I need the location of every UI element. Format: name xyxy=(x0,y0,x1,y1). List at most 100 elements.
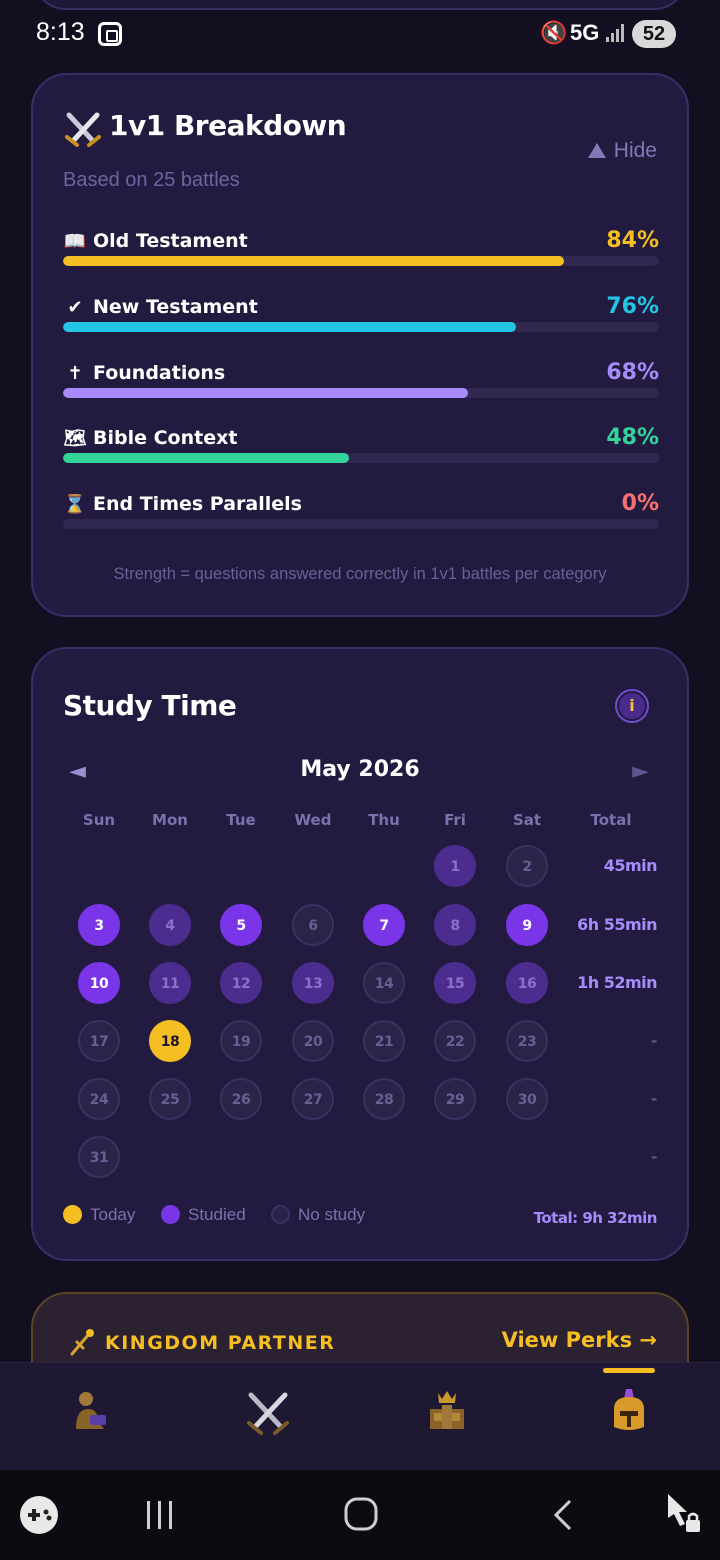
calendar-day[interactable]: 21 xyxy=(363,1020,405,1062)
category-label: ✔ New Testament xyxy=(63,296,257,318)
status-time: 8:13 xyxy=(36,18,85,46)
calendar-day[interactable]: 1 xyxy=(434,845,476,887)
category-row: ✔ New Testament 76% xyxy=(63,294,659,346)
touch-lock-icon[interactable] xyxy=(660,1490,704,1536)
next-month-button[interactable]: ► xyxy=(632,759,649,784)
weekday-header: Sat xyxy=(512,811,542,829)
week-total: - xyxy=(650,1147,658,1166)
legend-label: Studied xyxy=(188,1205,246,1224)
signal-icon xyxy=(606,24,626,42)
category-percent: 0% xyxy=(621,491,659,516)
calendar-day[interactable]: 14 xyxy=(363,962,405,1004)
weekday-header: Wed xyxy=(294,811,332,829)
calendar-day[interactable]: 23 xyxy=(506,1020,548,1062)
prev-month-button[interactable]: ◄ xyxy=(69,759,86,784)
battle-icon[interactable] xyxy=(243,1387,293,1437)
partner-title: KINGDOM PARTNER xyxy=(105,1332,336,1354)
grand-total: Total: 9h 32min xyxy=(533,1209,658,1227)
week-total: 6h 55min xyxy=(577,915,657,934)
category-percent: 84% xyxy=(606,228,659,253)
calendar-day[interactable]: 9 xyxy=(506,904,548,946)
back-button[interactable] xyxy=(548,1498,578,1532)
calendar-day[interactable]: 24 xyxy=(78,1078,120,1120)
calendar-day[interactable]: 20 xyxy=(292,1020,334,1062)
legend-label: Today xyxy=(90,1205,136,1224)
triangle-up-icon xyxy=(587,143,606,158)
bottom-nav xyxy=(0,1362,720,1470)
category-icon: ✔ xyxy=(67,297,83,318)
info-icon[interactable]: i xyxy=(617,691,647,721)
weekday-header: Tue xyxy=(226,811,256,829)
category-name: End Times Parallels xyxy=(93,493,302,515)
study-title: Study Time xyxy=(63,689,237,722)
calendar-day[interactable]: 5 xyxy=(220,904,262,946)
category-label: 📖 Old Testament xyxy=(63,230,248,252)
profile-icon[interactable] xyxy=(604,1387,654,1437)
calendar-day[interactable]: 11 xyxy=(149,962,191,1004)
calendar-day[interactable]: 16 xyxy=(506,962,548,1004)
network-label: 5G xyxy=(570,20,600,45)
battery-level: 52 xyxy=(632,20,676,48)
calendar-day[interactable]: 4 xyxy=(149,904,191,946)
calendar-day[interactable]: 30 xyxy=(506,1078,548,1120)
calendar-day[interactable]: 17 xyxy=(78,1020,120,1062)
crossed-swords-icon xyxy=(65,112,101,147)
progress-fill xyxy=(63,388,469,398)
calendar-day[interactable]: 10 xyxy=(78,962,120,1004)
category-row: 🗺 Bible Context 48% xyxy=(63,425,659,477)
category-label: 🗺 Bible Context xyxy=(63,427,238,449)
category-row: ⌛ End Times Parallels 0% xyxy=(63,491,659,543)
calendar-day[interactable]: 26 xyxy=(220,1078,262,1120)
category-label: ⌛ End Times Parallels xyxy=(63,493,302,515)
hide-label: Hide xyxy=(613,139,657,162)
active-tab-indicator xyxy=(603,1368,655,1373)
category-name: Foundations xyxy=(93,362,226,384)
calendar-day[interactable]: 8 xyxy=(434,904,476,946)
kingdom-icon[interactable] xyxy=(422,1387,472,1437)
game-launcher-icon[interactable] xyxy=(18,1494,60,1536)
breakdown-card: 1v1 Breakdown Hide Based on 25 battles 📖… xyxy=(31,73,689,617)
calendar-day[interactable]: 13 xyxy=(292,962,334,1004)
calendar-day[interactable]: 22 xyxy=(434,1020,476,1062)
legend-dot xyxy=(271,1205,290,1224)
calendar-day[interactable]: 15 xyxy=(434,962,476,1004)
calendar-day[interactable]: 19 xyxy=(220,1020,262,1062)
progress-track xyxy=(63,256,659,266)
calendar-day-today[interactable]: 18 xyxy=(149,1020,191,1062)
category-name: Bible Context xyxy=(93,427,238,449)
breakdown-subtitle: Based on 25 battles xyxy=(63,169,240,191)
legend-label: No study xyxy=(298,1205,366,1224)
calendar-day[interactable]: 27 xyxy=(292,1078,334,1120)
hide-button[interactable]: Hide xyxy=(587,139,657,163)
calendar-day[interactable]: 7 xyxy=(363,904,405,946)
category-row: ✝ Foundations 68% xyxy=(63,360,659,412)
legend-item: Today xyxy=(63,1205,135,1225)
breakdown-title: 1v1 Breakdown xyxy=(109,109,347,142)
calendar-day[interactable]: 25 xyxy=(149,1078,191,1120)
calendar-day[interactable]: 2 xyxy=(506,845,548,887)
calendar-day[interactable]: 29 xyxy=(434,1078,476,1120)
home-button[interactable] xyxy=(343,1496,379,1532)
reading-icon[interactable] xyxy=(64,1387,114,1437)
legend-dot xyxy=(63,1205,82,1224)
recent-apps-button[interactable] xyxy=(143,1498,177,1532)
progress-track xyxy=(63,322,659,332)
view-perks-link[interactable]: View Perks → xyxy=(501,1328,657,1352)
legend-item: No study xyxy=(271,1205,365,1225)
category-percent: 76% xyxy=(606,294,659,319)
progress-track xyxy=(63,453,659,463)
week-total: - xyxy=(650,1089,658,1108)
week-total: 45min xyxy=(603,856,658,875)
category-row: 📖 Old Testament 84% xyxy=(63,228,659,280)
scepter-icon xyxy=(70,1329,94,1356)
progress-fill xyxy=(63,322,516,332)
calendar-day[interactable]: 31 xyxy=(78,1136,120,1178)
calendar-day[interactable]: 12 xyxy=(220,962,262,1004)
category-percent: 68% xyxy=(606,360,659,385)
legend-item: Studied xyxy=(161,1205,246,1225)
calendar-day[interactable]: 3 xyxy=(78,904,120,946)
calendar-day[interactable]: 6 xyxy=(292,904,334,946)
calendar-day[interactable]: 28 xyxy=(363,1078,405,1120)
system-nav-bar xyxy=(0,1470,720,1560)
legend-dot xyxy=(161,1205,180,1224)
